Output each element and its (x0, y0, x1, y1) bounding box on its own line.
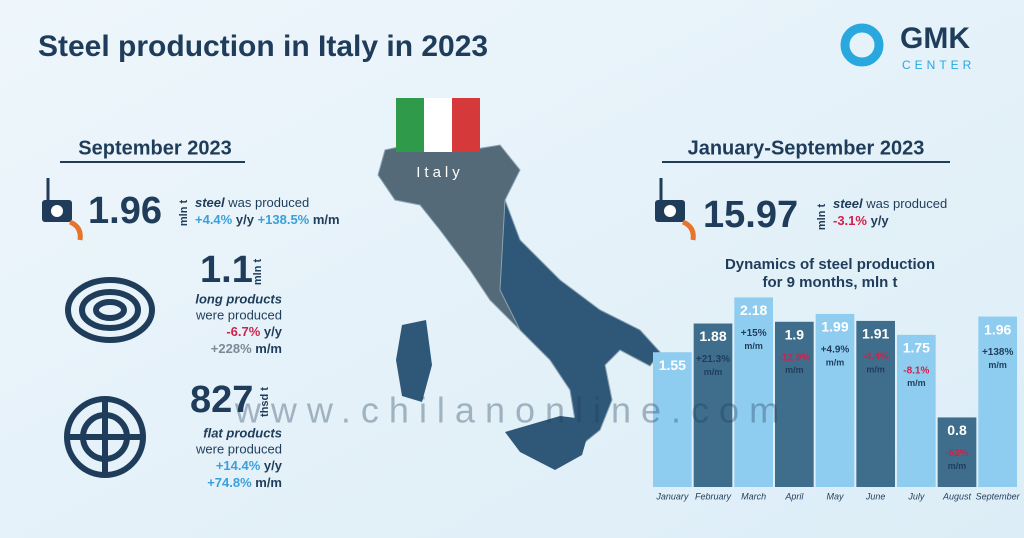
map (377, 98, 661, 470)
value-label: 1.55 (659, 357, 686, 373)
logo-main: GMK (900, 22, 970, 55)
change-unit: m/m (785, 365, 804, 375)
change-unit: m/m (988, 360, 1007, 370)
title: Steel production in Italy in 2023 (38, 30, 488, 63)
yy-unit: y/y (236, 212, 255, 227)
x-tick-label: September (976, 491, 1021, 501)
change-label: -53% (945, 448, 968, 459)
watermark: www.chilanonline.com (234, 390, 789, 431)
product: flat products (203, 425, 282, 440)
mm-unit: m/m (255, 341, 282, 356)
bar (775, 321, 814, 487)
bar (937, 417, 977, 487)
product: steel (833, 196, 863, 211)
value-label: 2.18 (740, 302, 767, 318)
verb: were produced (195, 307, 282, 322)
bar (815, 313, 855, 487)
change-unit: m/m (866, 364, 885, 374)
verb: was produced (865, 196, 947, 211)
change-unit: m/m (826, 357, 845, 367)
bar (978, 316, 1017, 487)
bar (734, 297, 773, 487)
bar (897, 334, 936, 487)
section-heading: September 2023 (78, 137, 231, 159)
yy-unit: y/y (871, 213, 890, 228)
coil-icon (65, 277, 155, 343)
verb: was produced (227, 195, 309, 210)
x-tick-label: March (741, 491, 766, 501)
product: steel (195, 195, 225, 210)
x-tick-label: April (784, 491, 804, 501)
stat-change: -3.1% y/y (833, 213, 889, 228)
stat-unit: mln t (178, 200, 190, 227)
change-unit: m/m (948, 461, 967, 471)
change-label: -12.9% (778, 352, 810, 363)
stat-change: +14.4% y/y (216, 458, 283, 473)
x-tick-label: August (942, 491, 972, 501)
mm: +138.5% (258, 212, 310, 227)
mm: +228% (211, 341, 252, 356)
bar (856, 320, 895, 487)
x-tick-label: February (695, 491, 732, 501)
change-unit: m/m (744, 341, 763, 351)
logo-sub: CENTER (902, 58, 975, 72)
value-label: 1.75 (903, 340, 930, 356)
stat-unit: thsd t (259, 387, 271, 417)
stat-change: +228% m/m (211, 341, 282, 356)
stat-change: +4.4% y/y +138.5% m/m (195, 212, 340, 227)
x-tick-label: January (655, 491, 689, 501)
section-heading: January-September 2023 (688, 137, 925, 159)
yy: -6.7% (226, 324, 260, 339)
x-tick-label: June (865, 491, 886, 501)
change-label: +4.9% (821, 345, 850, 356)
stat-value: 1.96 (88, 190, 162, 232)
change-label: -8.1% (903, 365, 929, 376)
change-label: +138% (982, 347, 1014, 358)
change-unit: m/m (907, 378, 926, 388)
stat-desc: steel was produced (833, 196, 947, 211)
stat-unit: mln t (252, 259, 264, 286)
yy: -3.1% (833, 213, 867, 228)
product: long products (195, 291, 282, 306)
value-label: 1.99 (821, 319, 848, 335)
stat-desc: steel was produced (195, 195, 309, 210)
change-label: +21.3% (696, 354, 730, 365)
bar (653, 352, 692, 487)
stat-change: -6.7% y/y (226, 324, 282, 339)
value-label: 1.96 (984, 321, 1011, 337)
yy-unit: y/y (264, 324, 283, 339)
stat-change: +74.8% m/m (207, 475, 282, 490)
stat-value: 15.97 (703, 194, 798, 236)
change-unit: m/m (704, 367, 723, 377)
yy: +4.4% (195, 212, 233, 227)
value-label: 1.91 (862, 326, 889, 342)
stat-value: 827 (190, 379, 253, 421)
ladle-icon (42, 178, 83, 241)
value-label: 1.9 (785, 326, 805, 342)
chart-title: Dynamics of steel production (725, 256, 935, 273)
x-tick-label: May (826, 491, 844, 501)
yy-unit: y/y (264, 458, 283, 473)
bar-chart: 1.55 January 1.88 +21.3% m/m February 2.18 +15%… (653, 297, 1021, 501)
logo-icon (840, 23, 884, 67)
x-tick-label: July (907, 491, 925, 501)
value-label: 0.8 (947, 422, 967, 438)
mm-unit: m/m (255, 475, 282, 490)
yy: +14.4% (216, 458, 261, 473)
chart-title: for 9 months, mln t (763, 274, 898, 291)
bar (693, 323, 733, 487)
stat-unit: mln t (816, 204, 828, 231)
map-label: Italy (416, 164, 464, 181)
flat-icon (64, 396, 146, 478)
mm-unit: m/m (313, 212, 340, 227)
verb: were produced (195, 441, 282, 456)
ladle-icon (655, 178, 696, 241)
change-label: -4.4% (863, 352, 889, 363)
stat-value: 1.1 (200, 249, 253, 291)
change-label: +15% (741, 328, 767, 339)
mm: +74.8% (207, 475, 252, 490)
value-label: 1.88 (699, 328, 726, 344)
